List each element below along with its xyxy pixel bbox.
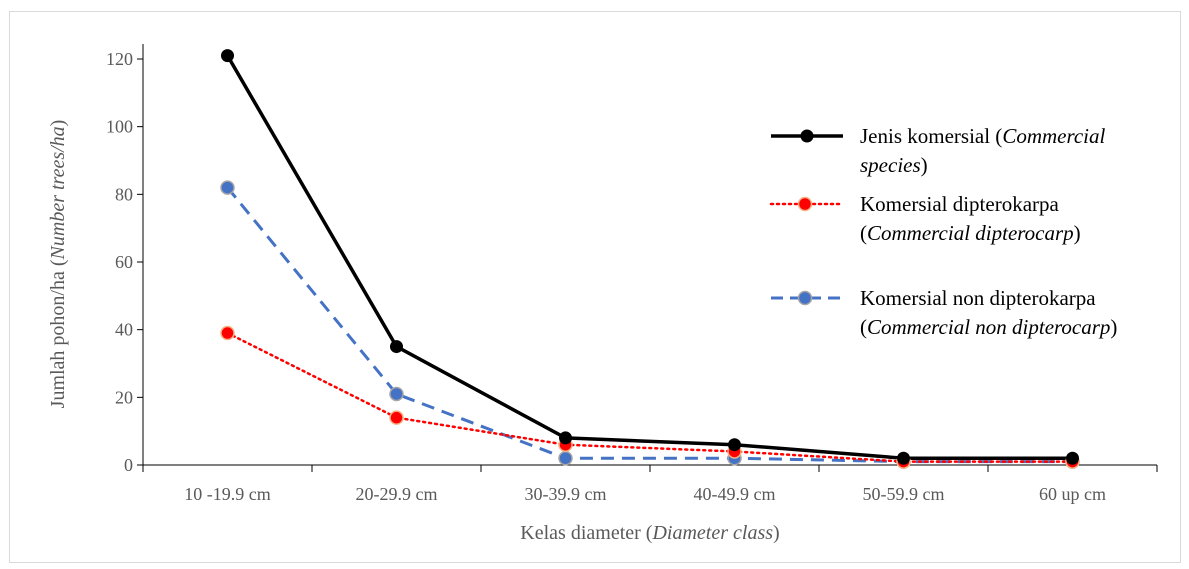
data-point-series-2 — [220, 180, 235, 195]
x-tick-label: 30-39.9 cm — [525, 484, 607, 504]
data-point-series-0 — [897, 451, 910, 465]
series-lines — [225, 54, 1074, 464]
legend-label: Komersial dipterokarpa — [860, 192, 1060, 216]
legend-swatch-marker — [797, 196, 813, 212]
axes: 0 20 40 60 80 100 120 10 -19.9 cm 20-29.9 cm 30-3… — [106, 44, 1158, 504]
legend: Jenis komersial (Commercial species) Kom… — [769, 124, 1117, 339]
series-line-0 — [225, 54, 1073, 460]
legend-label-line2: species) — [860, 153, 928, 177]
legend-label-line2: (Commercial dipterocarp) — [860, 221, 1081, 245]
legend-swatch-marker — [800, 129, 814, 143]
y-tick-label: 60 — [115, 252, 133, 272]
y-tick-label: 80 — [115, 184, 133, 204]
y-tick-label: 120 — [106, 49, 133, 69]
y-tick-label: 0 — [124, 455, 133, 475]
x-tick-label: 40-49.9 cm — [694, 484, 776, 504]
x-tick-label: 50-59.9 cm — [863, 484, 945, 504]
data-point-series-2 — [558, 450, 573, 466]
x-tick-label: 60 up cm — [1039, 484, 1106, 504]
data-point-series-1 — [389, 410, 404, 425]
x-tick-label: 10 -19.9 cm — [184, 484, 270, 504]
legend-item-commercial-dipterocarp: Komersial dipterokarpa (Commercial dipte… — [769, 192, 1081, 245]
y-tick-label: 100 — [106, 117, 133, 137]
legend-swatch-marker — [797, 290, 813, 306]
y-axis-title: Jumlah pohon/ha (Number trees/ha) — [47, 120, 69, 409]
series-line-2 — [226, 186, 1073, 464]
data-point-series-0 — [1066, 451, 1079, 465]
y-tick-label: 20 — [115, 387, 133, 407]
legend-label: Jenis komersial (Commercial — [860, 124, 1106, 148]
y-tick-label: 40 — [115, 320, 133, 340]
x-tick-label: 20-29.9 cm — [356, 484, 438, 504]
data-point-series-0 — [221, 49, 234, 63]
legend-label: Komersial non dipterokarpa — [860, 286, 1096, 310]
data-point-series-0 — [559, 431, 572, 445]
chart-frame — [9, 11, 1181, 563]
legend-item-commercial-species: Jenis komersial (Commercial species) — [771, 124, 1106, 177]
data-point-series-2 — [389, 386, 404, 402]
series-line-1 — [226, 331, 1074, 463]
legend-label-line2: (Commercial non dipterocarp) — [860, 315, 1117, 339]
legend-item-commercial-non-dipterocarp: Komersial non dipterokarpa (Commercial n… — [771, 286, 1117, 339]
data-point-series-0 — [390, 340, 403, 354]
x-axis-title: Kelas diameter (Diameter class) — [520, 522, 779, 544]
data-point-series-0 — [728, 438, 741, 452]
data-point-series-1 — [220, 325, 235, 341]
series-markers — [220, 49, 1080, 469]
